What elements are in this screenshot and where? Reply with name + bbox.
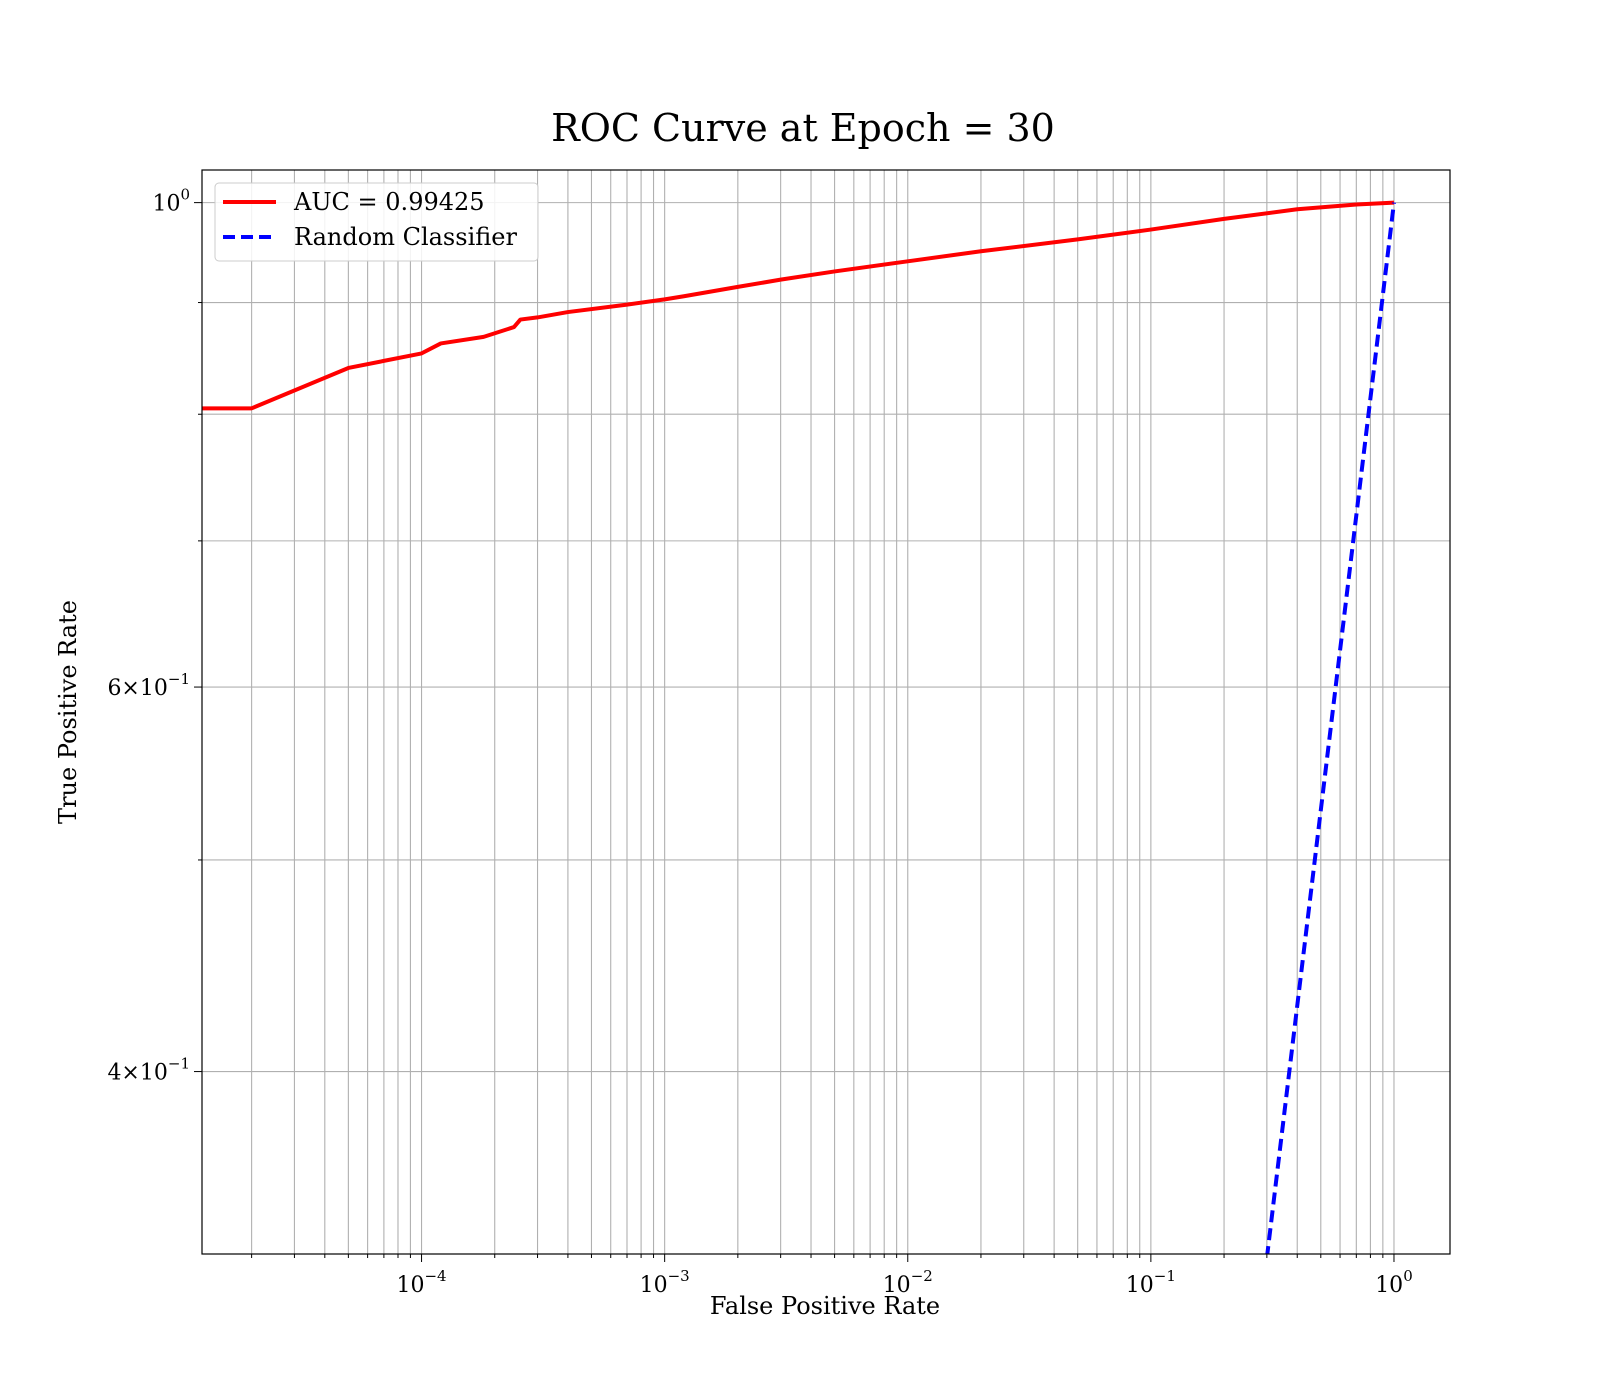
grid-lines: [202, 170, 1450, 1254]
legend-label-random: Random Classifier: [294, 223, 517, 251]
series-layer: [202, 200, 1396, 1254]
legend-label-auc: AUC = 0.99425: [293, 188, 485, 216]
plot-frame: [201, 169, 1451, 1255]
x-tick-label: 10−4: [396, 1267, 446, 1298]
x-tick-label: 10−1: [1126, 1267, 1176, 1298]
y-tick-label: 100: [152, 186, 190, 217]
y-axis-label: True Positive Rate: [54, 600, 82, 824]
y-tick-label: 6×10−1: [107, 670, 190, 701]
x-axis-label: False Positive Rate: [710, 1292, 940, 1320]
x-tick-label: 100: [1375, 1267, 1413, 1298]
chart-title: ROC Curve at Epoch = 30: [551, 106, 1055, 150]
random-classifier-line: [1265, 202, 1396, 1254]
x-tick-label: 10−3: [640, 1267, 690, 1298]
legend: AUC = 0.99425 Random Classifier: [214, 182, 539, 262]
legend-box: [214, 182, 539, 262]
roc-curve-line: [202, 200, 1395, 411]
x-ticks: 10−4 10−3 10−2 10−1 100: [251, 1254, 1413, 1298]
y-ticks: 100 6×10−1 4×10−1: [107, 186, 202, 1086]
y-tick-label: 4×10−1: [107, 1055, 190, 1086]
x-tick-label: 10−2: [883, 1267, 933, 1298]
